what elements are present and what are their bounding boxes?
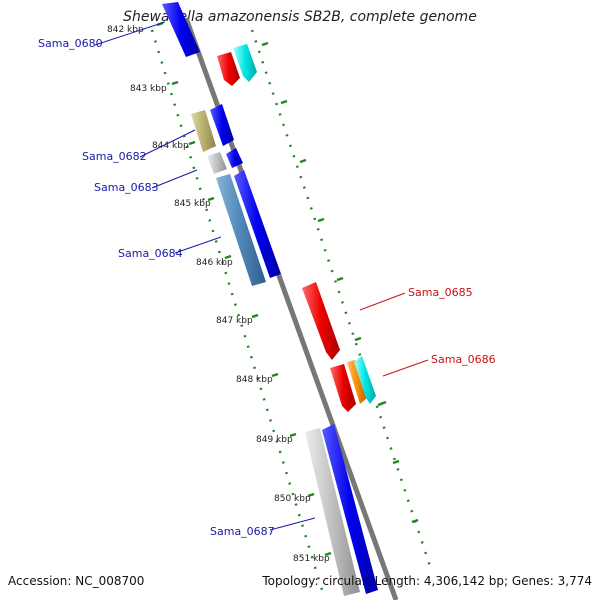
gene-sama-0685[interactable] [302,282,340,360]
gene-sama-0680[interactable] [162,2,200,57]
kbp-label: 843 kbp [130,84,167,94]
gene-label-sama-0685[interactable]: Sama_0685 [408,286,473,299]
gene-label-sama-0686[interactable]: Sama_0686 [431,353,496,366]
kbp-label: 848 kbp [236,375,273,385]
gene-sama-0684b[interactable] [234,170,281,278]
leader-line-sama-0686 [382,359,429,377]
gene-sama-0687[interactable] [322,424,378,594]
gene-cyan-top[interactable] [233,44,257,82]
gene-label-sama-0684[interactable]: Sama_0684 [118,247,183,260]
gene-sama-0687a[interactable] [305,428,360,596]
gene-label-sama-0687[interactable]: Sama_0687 [210,525,275,538]
leader-line-sama-0680 [94,21,166,46]
kbp-label: 844 kbp [152,141,189,151]
leader-line-sama-0684 [174,236,222,254]
kbp-labels: 842 kbp 843 kbp 844 kbp 845 kbp 846 kbp … [107,25,330,564]
kbp-label: 842 kbp [107,25,144,35]
leader-line-sama-0687 [269,517,316,531]
kbp-label: 847 kbp [216,316,253,326]
genome-backbone [183,17,399,600]
kbp-label: 851 kbp [293,554,330,564]
right-tick-marks [261,41,419,524]
gene-sama-0686-red[interactable] [330,364,356,412]
label-leader-lines [94,21,429,531]
map-title: Shewanella amazonensis SB2B, complete ge… [123,9,477,25]
gene-sama-0683b[interactable] [226,148,243,168]
accession-text: Accession: NC_008700 [8,574,145,588]
gene-red-top[interactable] [217,52,240,86]
kbp-label: 849 kbp [256,435,293,445]
gene-sama-0682[interactable] [191,110,216,152]
gene-label-sama-0683[interactable]: Sama_0683 [94,181,159,194]
gene-label-sama-0680[interactable]: Sama_0680 [38,37,103,50]
gene-sama-0681[interactable] [210,104,234,146]
leader-line-sama-0682 [139,129,196,158]
gene-label-sama-0682[interactable]: Sama_0682 [82,150,147,163]
left-dotted-scale-line [150,29,324,591]
gene-sama-0686-orange[interactable] [347,360,367,404]
kbp-label: 845 kbp [174,199,211,209]
gene-sama-0686[interactable] [354,356,376,404]
gene-sama-0683[interactable] [207,152,227,174]
kbp-label: 850 kbp [274,494,311,504]
leader-line-sama-0683 [151,169,198,189]
topology-text: Topology: circular; Length: 4,306,142 bp… [262,574,592,588]
leader-line-sama-0685 [359,292,406,311]
kbp-label: 846 kbp [196,258,233,268]
gene-sama-0684[interactable] [216,174,266,286]
